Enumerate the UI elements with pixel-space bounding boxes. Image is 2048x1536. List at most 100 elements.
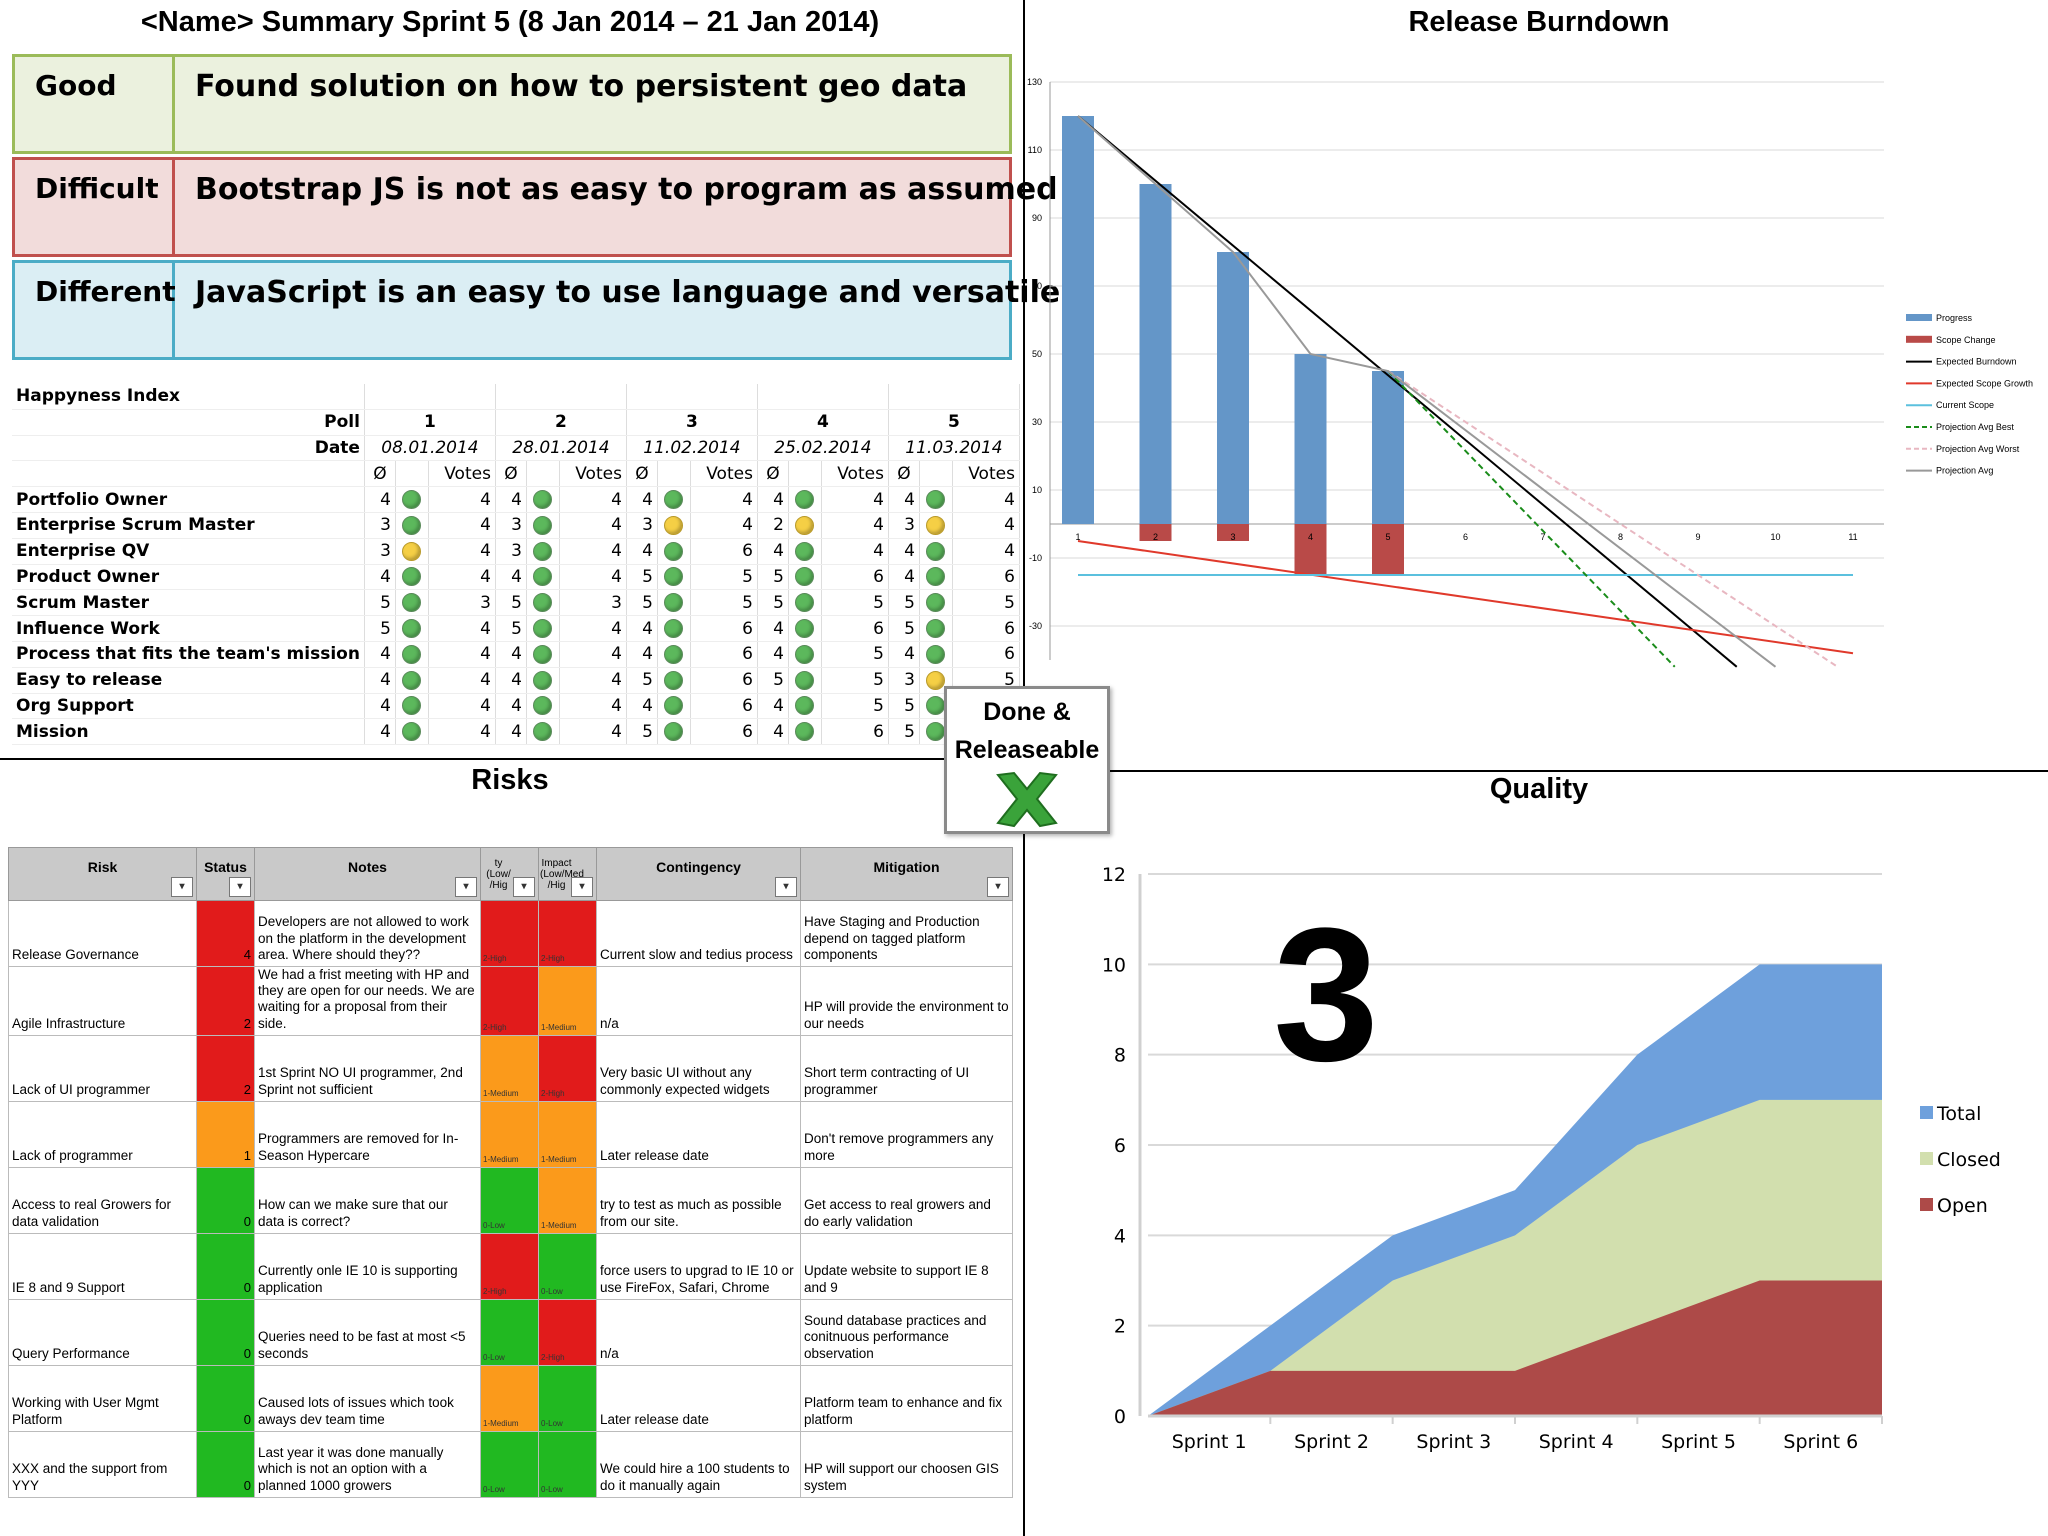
poll-number: 3 [626,409,758,436]
filter-dropdown-icon[interactable]: ▾ [775,877,797,897]
happiness-row-name: Influence Work [12,615,365,642]
green-indicator-icon [402,696,422,716]
burndown-title: Release Burndown [1408,6,1670,38]
happiness-row-name: Easy to release [12,667,365,694]
scope-change-bar [1139,524,1172,541]
avg-value: 3 [888,512,920,539]
votes-value: 5 [821,667,889,694]
quality-title: Quality [1489,773,1589,805]
indicator-cell [395,718,429,746]
filter-dropdown-icon[interactable]: ▾ [513,877,535,897]
green-indicator-icon [402,619,422,639]
indicator-cell [919,615,953,642]
green-indicator-icon [402,670,422,690]
date-row: Date 08.01.2014 28.01.2014 11.02.2014 25.02.… [12,435,1020,462]
risk-mitigation: Have Staging and Production depend on ta… [800,900,1013,967]
risks-header-label: Status [204,859,247,875]
legend-swatch [1920,1198,1933,1211]
happiness-row-name: Mission [12,718,365,746]
x-tick-label: 6 [1463,532,1468,542]
risk-probability: 1-Medium [480,1034,539,1102]
legend-label: Projection Avg [1936,466,1993,476]
avg-value: 4 [888,486,920,513]
avg-value: 4 [757,615,789,642]
votes-value: 4 [821,538,889,565]
votes-value: 4 [428,615,496,642]
votes-value: 5 [952,589,1020,617]
poll-number: 4 [757,409,889,436]
legend-label: Current Scope [1936,400,1994,410]
green-indicator-icon [926,696,946,716]
green-indicator-icon [664,722,684,742]
green-indicator-icon [664,541,684,561]
risk-name: Release Governance [8,900,197,967]
summary-title: <Name> Summary Sprint 5 (8 Jan 2014 – 21… [140,6,880,38]
indicator-cell [657,718,691,746]
risk-status: 0 [196,1364,255,1432]
avg-value: 5 [888,718,920,746]
avg-value: 4 [626,641,658,668]
progress-bar [1139,184,1172,524]
green-indicator-icon [402,490,422,510]
avg-value: 4 [626,486,658,513]
avg-value: 4 [364,718,396,746]
avg-value: 5 [495,615,527,642]
indicator-cell [526,538,560,565]
happiness-row-name: Process that fits the team's mission [12,641,365,668]
votes-value: 6 [690,641,758,668]
risks-header-contingency: Contingency ▾ [596,847,801,901]
filter-dropdown-icon[interactable]: ▾ [171,877,193,897]
indicator-cell [657,486,691,513]
empty-cell [395,460,429,488]
filter-dropdown-icon[interactable]: ▾ [987,877,1009,897]
indicator-cell [788,641,822,668]
filter-dropdown-icon[interactable]: ▾ [229,877,251,897]
x-tick-label: 5 [1385,532,1390,542]
legend-swatch [1906,335,1932,343]
green-indicator-icon [926,593,946,613]
risk-impact: 0-Low [538,1232,597,1300]
y-tick-label: -10 [1029,553,1042,563]
green-indicator-icon [664,593,684,613]
risk-name: Access to real Growers for data validati… [8,1166,197,1234]
votes-header: Votes [559,460,627,488]
risk-impact: 2-High [538,1034,597,1102]
avg-value: 3 [364,538,396,565]
summary-row-text: Bootstrap JS is not as easy to program a… [195,172,1058,207]
avg-value: 3 [495,512,527,539]
filter-dropdown-icon[interactable]: ▾ [455,877,477,897]
filter-dropdown-icon[interactable]: ▾ [571,877,593,897]
done-label-line2: Releaseable [954,736,1100,764]
risk-mitigation: Update website to support IE 8 and 9 [800,1232,1013,1300]
happiness-row-name: Enterprise QV [12,538,365,565]
indicator-cell [526,641,560,668]
avg-value: 4 [364,641,396,668]
risks-header-risk: Risk ▾ [8,847,197,901]
x-tick-label: Sprint 3 [1416,1431,1491,1453]
votes-value: 4 [428,512,496,539]
indicator-cell [526,564,560,591]
indicator-cell [657,564,691,591]
happiness-row: Easy to release 4 4 4 4 5 6 5 5 3 5 [12,667,1020,694]
green-indicator-icon [926,722,946,742]
y-tick-label: 10 [1032,485,1042,495]
indicator-cell [919,564,953,591]
votes-value: 5 [821,693,889,720]
summary-table: Good Found solution on how to persistent … [12,54,1060,363]
votes-value: 4 [428,564,496,591]
vertical-divider-bottom [1023,834,1025,1536]
risk-probability: 0-Low [480,1430,539,1498]
happiness-title-row: Happyness Index [12,384,1020,410]
indicator-cell [657,615,691,642]
risk-name: Lack of programmer [8,1100,197,1168]
avg-value: 5 [626,564,658,591]
votes-value: 4 [690,486,758,513]
risk-impact: 0-Low [538,1364,597,1432]
avg-value: 4 [757,693,789,720]
poll-date: 08.01.2014 [364,435,496,462]
poll-date: 25.02.2014 [757,435,889,462]
avg-value: 5 [626,667,658,694]
indicator-cell [395,512,429,539]
y-tick-label: 8 [1114,1045,1126,1067]
votes-value: 4 [428,538,496,565]
